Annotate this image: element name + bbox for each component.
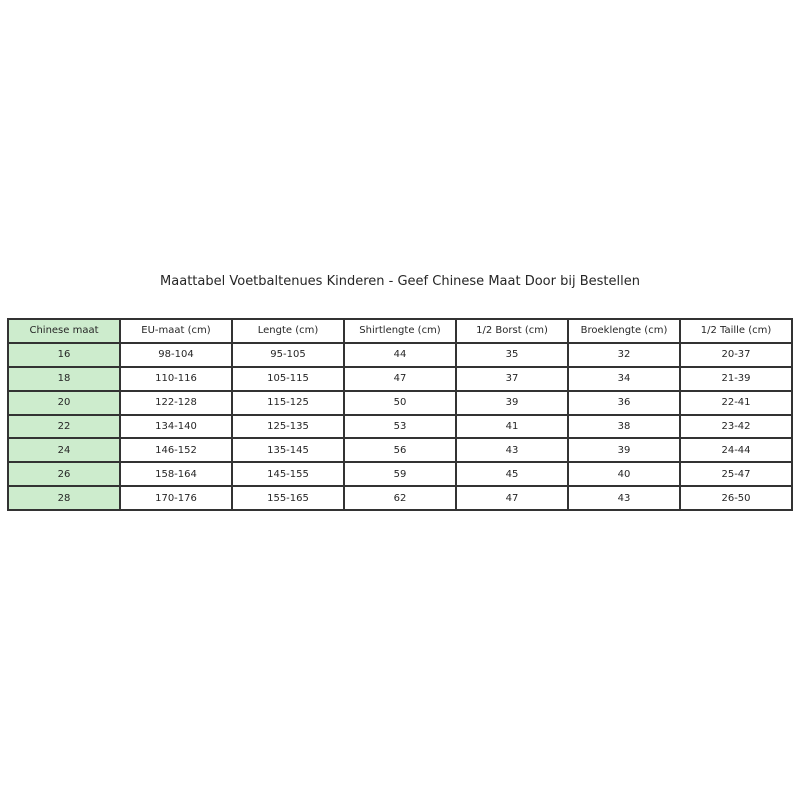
cell: 155-165 [231,485,345,512]
header-cell: 1/2 Borst (cm) [455,318,569,344]
cell: 43 [455,437,569,464]
cell: 36 [567,389,681,416]
cell: 20-37 [679,341,793,368]
cell: 20 [7,389,121,416]
cell: 53 [343,413,457,440]
cell: 115-125 [231,389,345,416]
header-cell: Lengte (cm) [231,318,345,344]
cell: 34 [567,365,681,392]
cell: 170-176 [119,485,233,512]
cell: 47 [455,485,569,512]
cell: 28 [7,485,121,512]
size-table: Chinese maat EU-maat (cm) Lengte (cm) Shirt… [7,318,793,512]
cell: 35 [455,341,569,368]
cell: 50 [343,389,457,416]
page-title: Maattabel Voetbaltenues Kinderen - Geef … [160,274,640,289]
header-cell: Shirtlengte (cm) [343,318,457,344]
cell: 95-105 [231,341,345,368]
cell: 105-115 [231,365,345,392]
cell: 26-50 [679,485,793,512]
table-body: 16 98-104 95-105 44 35 32 20-37 18 110-116 105-11… [7,341,793,512]
cell: 145-155 [231,461,345,488]
cell: 158-164 [119,461,233,488]
cell: 37 [455,365,569,392]
cell: 56 [343,437,457,464]
table-row: 20 122-128 115-125 50 39 36 22-41 [7,389,793,416]
cell: 98-104 [119,341,233,368]
table-row: 26 158-164 145-155 59 45 40 25-47 [7,461,793,488]
header-cell: EU-maat (cm) [119,318,233,344]
cell: 39 [455,389,569,416]
cell: 59 [343,461,457,488]
table-row: 28 170-176 155-165 62 47 43 26-50 [7,485,793,512]
cell: 18 [7,365,121,392]
cell: 146-152 [119,437,233,464]
cell: 40 [567,461,681,488]
cell: 44 [343,341,457,368]
cell: 62 [343,485,457,512]
header-cell: Chinese maat [7,318,121,344]
cell: 134-140 [119,413,233,440]
cell: 110-116 [119,365,233,392]
cell: 135-145 [231,437,345,464]
cell: 22 [7,413,121,440]
cell: 24-44 [679,437,793,464]
cell: 23-42 [679,413,793,440]
header-cell: 1/2 Taille (cm) [679,318,793,344]
cell: 26 [7,461,121,488]
cell: 122-128 [119,389,233,416]
cell: 43 [567,485,681,512]
table-row: 24 146-152 135-145 56 43 39 24-44 [7,437,793,464]
table-row: 22 134-140 125-135 53 41 38 23-42 [7,413,793,440]
cell: 47 [343,365,457,392]
cell: 39 [567,437,681,464]
cell: 32 [567,341,681,368]
table-head: Chinese maat EU-maat (cm) Lengte (cm) Shirt… [7,318,793,344]
table-row: 16 98-104 95-105 44 35 32 20-37 [7,341,793,368]
cell: 38 [567,413,681,440]
cell: 21-39 [679,365,793,392]
cell: 25-47 [679,461,793,488]
cell: 125-135 [231,413,345,440]
cell: 22-41 [679,389,793,416]
cell: 24 [7,437,121,464]
table-row: 18 110-116 105-115 47 37 34 21-39 [7,365,793,392]
cell: 41 [455,413,569,440]
table-header-row: Chinese maat EU-maat (cm) Lengte (cm) Shirt… [7,318,793,344]
cell: 45 [455,461,569,488]
cell: 16 [7,341,121,368]
header-cell: Broeklengte (cm) [567,318,681,344]
